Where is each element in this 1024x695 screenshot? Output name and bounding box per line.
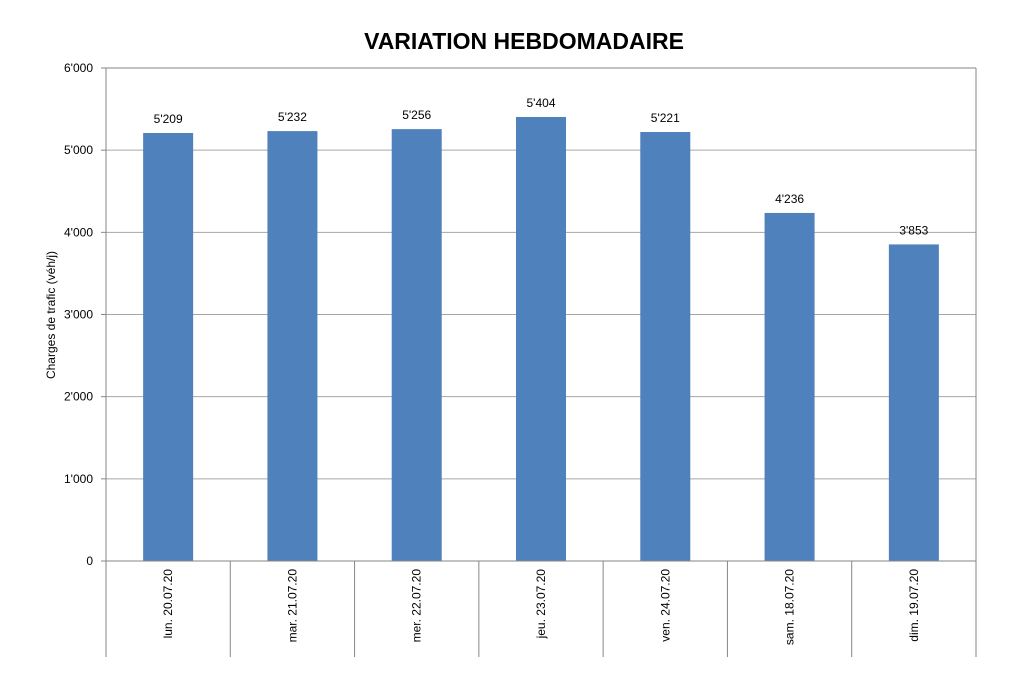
bar [267,131,318,561]
bar [764,212,815,561]
x-tick-label: dim. 19.07.20 [907,569,921,642]
x-tick-label: mer. 22.07.20 [410,569,424,643]
y-tick-label: 2'000 [64,390,93,404]
y-tick-label: 4'000 [64,225,93,239]
bar [888,244,939,561]
data-label: 5'256 [402,108,431,122]
bar [391,129,442,561]
x-tick-label: sam. 18.07.20 [783,569,797,645]
x-tick-label: mar. 21.07.20 [285,569,299,643]
axes [101,67,977,657]
y-tick-label: 1'000 [64,472,93,486]
y-axis-label: Charges de trafic (véh/j) [44,251,58,379]
x-tick-label: ven. 24.07.20 [658,569,672,642]
bars [143,116,939,562]
y-tick-label: 6'000 [64,61,93,75]
data-label: 4'236 [775,192,804,206]
y-tick-label: 3'000 [64,308,93,322]
x-tick-label: lun. 20.07.20 [161,569,175,639]
bar [640,132,691,562]
y-tick-label: 0 [86,554,93,568]
data-label: 5'232 [278,110,307,124]
x-tick-label: jeu. 23.07.20 [534,569,548,640]
y-tick-label: 5'000 [64,143,93,157]
data-label: 3'853 [899,223,928,237]
data-label: 5'209 [154,112,183,126]
data-label: 5'404 [527,96,556,110]
bar [516,116,566,561]
bar [143,132,194,561]
labels: 0 1'000 2'000 3'000 4'000 5'000 6'000 5'209 5'23… [64,61,929,645]
data-label: 5'221 [651,111,680,125]
chart-title: VARIATION HEBDOMADAIRE [364,28,684,54]
